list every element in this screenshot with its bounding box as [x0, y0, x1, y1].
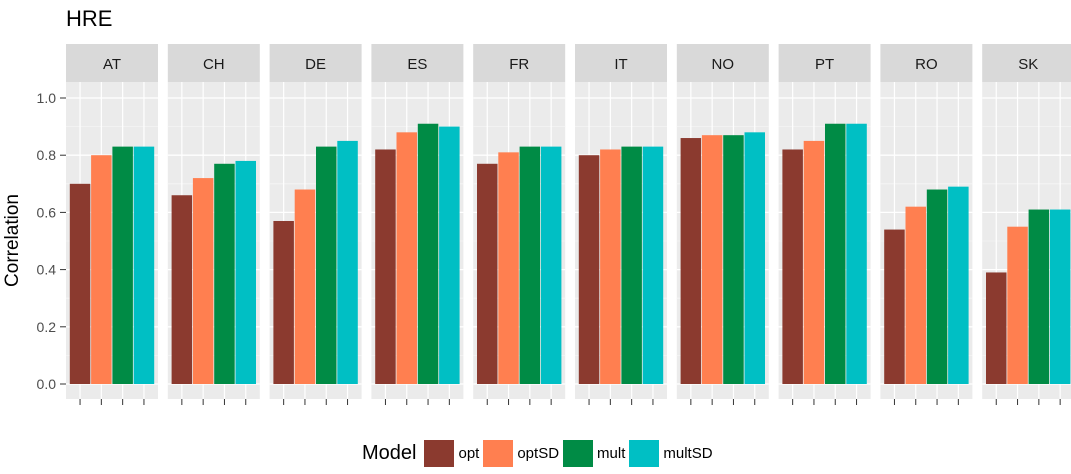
- chart-title: HRE: [66, 6, 113, 31]
- bar-optSD-CH: [192, 178, 214, 384]
- facet-label: IT: [614, 56, 627, 73]
- bar-optSD-DE: [294, 189, 316, 384]
- y-axis-title: Correlation: [2, 194, 23, 287]
- legend-item-optSD: optSD: [483, 439, 560, 467]
- legend: Model opt optSD mult multSD: [362, 438, 717, 468]
- bar-opt-AT: [69, 183, 91, 384]
- bar-optSD-PT: [803, 140, 825, 384]
- bar-optSD-NO: [701, 135, 723, 384]
- bar-mult-PT: [825, 123, 846, 385]
- facet-label: CH: [203, 56, 225, 73]
- legend-swatch-optSD: [483, 439, 514, 467]
- y-tick-label: 0.0: [37, 376, 57, 392]
- bar-multSD-PT: [846, 123, 867, 385]
- legend-label-optSD: optSD: [517, 444, 560, 462]
- facet-label: NO: [712, 56, 735, 73]
- facet-label: AT: [103, 56, 121, 73]
- bar-multSD-ES: [439, 126, 460, 384]
- legend-label-opt: opt: [458, 444, 480, 462]
- bar-opt-IT: [578, 155, 600, 384]
- facet-strip: [167, 44, 260, 82]
- bar-optSD-SK: [1007, 226, 1028, 384]
- facet-strip: [575, 44, 667, 82]
- y-tick-label: 0.8: [37, 147, 57, 163]
- facet-label: PT: [815, 56, 834, 73]
- bar-mult-DE: [316, 146, 337, 384]
- bar-multSD-FR: [540, 146, 562, 384]
- legend-label-multSD: multSD: [663, 444, 713, 462]
- bar-mult-ES: [417, 123, 439, 385]
- bar-multSD-IT: [642, 146, 664, 384]
- facet-strip: [880, 44, 973, 82]
- bar-optSD-AT: [91, 155, 112, 384]
- bar-opt-CH: [171, 195, 193, 384]
- bar-multSD-DE: [337, 140, 358, 384]
- facet-strip: [371, 44, 464, 82]
- bar-opt-DE: [273, 220, 294, 384]
- facet-strip: [269, 44, 362, 82]
- legend-item-opt: opt: [424, 439, 480, 467]
- y-tick-label: 1.0: [37, 90, 57, 106]
- legend-item-multSD: multSD: [629, 439, 713, 467]
- facet-label: DE: [305, 56, 326, 73]
- bar-mult-NO: [723, 135, 744, 384]
- bar-mult-FR: [519, 146, 541, 384]
- facet-label: RO: [915, 56, 938, 73]
- bar-optSD-RO: [905, 206, 926, 384]
- legend-title: Model: [362, 441, 417, 464]
- legend-item-mult: mult: [563, 439, 626, 467]
- bar-mult-CH: [214, 163, 235, 384]
- facet-label: FR: [509, 56, 529, 73]
- legend-label-mult: mult: [597, 444, 626, 462]
- facet-strip: [982, 44, 1071, 82]
- facet-strip: [473, 44, 566, 82]
- bar-multSD-SK: [1049, 209, 1071, 384]
- y-tick-label: 0.6: [37, 204, 57, 220]
- bar-opt-PT: [782, 149, 803, 384]
- bar-optSD-FR: [498, 152, 519, 384]
- facet-strip: [676, 44, 769, 82]
- bar-multSD-CH: [235, 160, 256, 384]
- y-tick-label: 0.4: [37, 262, 57, 278]
- bar-mult-AT: [112, 146, 133, 384]
- bar-optSD-ES: [396, 132, 417, 384]
- facet-label: ES: [407, 56, 427, 73]
- facet-strip: [66, 44, 158, 82]
- legend-swatch-mult: [563, 439, 594, 467]
- bar-mult-SK: [1028, 209, 1050, 384]
- legend-swatch-multSD: [629, 439, 660, 467]
- bar-opt-FR: [477, 163, 498, 384]
- facet-strip: [778, 44, 871, 82]
- bar-multSD-NO: [744, 132, 765, 384]
- y-tick-label: 0.2: [37, 319, 57, 335]
- bar-mult-IT: [621, 146, 642, 384]
- bar-opt-RO: [884, 229, 905, 384]
- bar-multSD-RO: [948, 186, 969, 384]
- bar-optSD-IT: [600, 149, 621, 384]
- bar-multSD-AT: [133, 146, 155, 384]
- bar-opt-NO: [680, 138, 702, 384]
- bar-opt-ES: [375, 149, 396, 384]
- legend-swatch-opt: [424, 439, 455, 467]
- bar-mult-RO: [926, 189, 948, 384]
- facet-label: SK: [1018, 56, 1038, 73]
- bar-opt-SK: [986, 272, 1007, 384]
